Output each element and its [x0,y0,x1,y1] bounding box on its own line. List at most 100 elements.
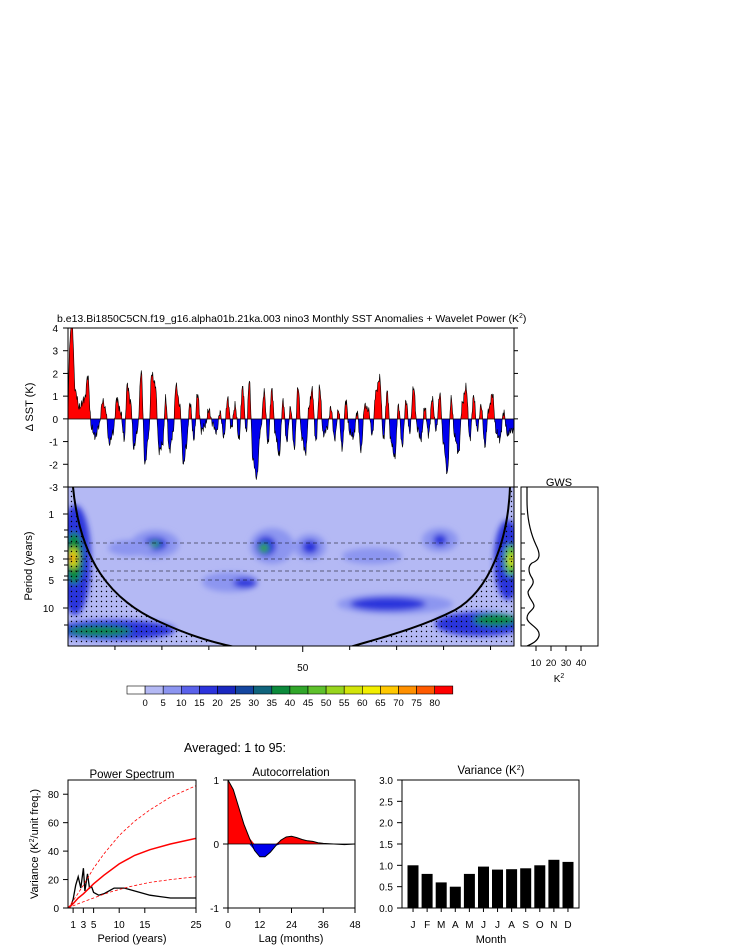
variance-y-tick-label: 1.0 [379,861,393,872]
variance-y-tick-label: 3.0 [379,776,393,787]
colorbar-swatch [325,685,345,695]
sst-y-label: Δ SST (K) [24,383,36,432]
ac-y-tick-label: 1 [213,776,219,787]
wavelet-y-tick-label: 5 [48,576,54,587]
main-title: b.e13.Bi1850C5CN.f19_g16.alpha01b.21ka.0… [57,313,526,325]
colorbar-label: 0 [142,698,147,709]
variance-y-tick-label: 2.0 [379,819,393,830]
colorbar-swatch [126,685,146,695]
main-title-text: b.e13.Bi1850C5CN.f19_g16.alpha01b.21ka.0… [57,313,519,325]
colorbar-swatch [199,685,218,695]
colorbar-swatch [217,685,236,695]
gws-x-tick-label: 20 [546,658,557,669]
variance-x-label: Month [476,934,507,945]
gws-panel: GWS 10 20 30 40 K2 [520,477,599,685]
gws-title: GWS [546,477,572,489]
sst-positive-area [68,328,514,419]
gws-x-tick-label: 10 [531,658,542,669]
power-spectrum-frame [67,779,197,909]
sst-negative-area [68,418,514,480]
colorbar-swatch [398,685,417,695]
colorbar-label: 50 [321,698,332,709]
variance-bars [407,859,574,908]
ps-x-tick-label: 3 [81,920,87,931]
variance-bar [534,865,546,908]
variance-title-sup: 2 [517,765,521,772]
colorbar-label: 60 [357,698,368,709]
autocorrelation-line [228,780,355,858]
variance-y-tick-label: 0.5 [379,883,393,894]
colorbar-swatch [434,685,454,695]
gws-x-ticks: 10 20 30 40 [521,513,586,669]
colorbar-swatch [416,685,436,695]
colorbar-swatch [307,685,327,695]
variance-x-tick-label: J [481,920,486,931]
power-spectrum-title: Power Spectrum [89,769,174,781]
colorbar-swatch [162,685,182,695]
autocorrelation-panel: Autocorrelation 0 12 24 36 48 -1 0 1 Lag (month… [210,767,361,945]
ps-x-tick-label: 10 [114,920,126,931]
variance-bar [421,873,433,908]
main-title-sup: 2 [519,313,523,320]
autocorrelation-title: Autocorrelation [252,767,329,779]
wavelet-y-tick-label: 3 [48,555,54,566]
power-spectrum-spectrum [69,868,196,907]
variance-panel: Variance (K2) J F M A M J J A S O N D0.00.51.01.52.… [379,765,580,945]
autocorrelation-ticks: 0 12 24 36 48 -1 0 1 [210,776,361,931]
power-spectrum-panel: Power Spectrum 1 3 5 10 15 25 0 20 40 60 80 Varian… [29,769,202,945]
colorbar-label: 75 [411,698,422,709]
colorbar-label: 30 [248,698,259,709]
colorbar-swatch [144,685,164,695]
sst-y-tick-label: 0 [52,415,58,426]
variance-bar [520,868,532,908]
wavelet-panel: 1 3 5 10 50 Period (years) [23,486,515,674]
variance-y-tick-label: 1.5 [379,840,393,851]
ps-x-tick-label: 15 [139,920,151,931]
colorbar-label: 70 [393,698,404,709]
autocorrelation-positive-area [228,780,355,844]
autocorrelation-x-label: Lag (months) [259,933,324,945]
wavelet-contours [68,487,514,646]
sst-line [68,328,514,480]
wavelet-y-label: Period (years) [23,531,35,600]
sst-y-tick-label: -1 [49,438,58,449]
ac-x-tick-label: 0 [225,920,231,931]
wavelet-x-ticks: 50 [114,646,492,674]
colorbar-swatch [343,685,363,695]
colorbar-label: 35 [267,698,278,709]
colorbar-label: 5 [161,698,166,709]
ps-ylabel-sup: 2 [29,838,36,842]
wavelet-y-tick-label: 1 [48,510,54,521]
wavelet-x-tick-label: 50 [297,663,309,674]
wavelet-y-tick-label: 10 [43,604,55,615]
variance-bar [463,873,475,908]
autocorrelation-negative-area [228,844,355,857]
colorbar-label: 20 [212,698,223,709]
colorbar-swatch [289,685,309,695]
variance-x-tick-label: F [424,920,430,931]
variance-x-tick-label: O [536,920,544,931]
variance-ticks: J F M A M J J A S O N D0.00.51.01.52.02.53.0 [379,776,571,931]
sst-y-tick-label: 3 [52,347,58,358]
main-title-end: ) [523,313,527,325]
colorbar-label: 40 [285,698,296,709]
power-spectrum-confidence-lower [68,876,196,908]
power-spectrum-x-label: Period (years) [97,933,166,945]
gws-frame [520,486,599,647]
ps-x-tick-label: 5 [91,920,97,931]
ps-ylabel-text: Variance (K [29,842,41,899]
ps-y-tick-label: 60 [48,819,60,830]
variance-x-tick-label: M [437,920,445,931]
cone-of-influence-stipple [68,487,514,646]
variance-x-tick-label: S [522,920,529,931]
colorbar-swatch [271,685,291,695]
variance-x-tick-label: J [411,920,416,931]
colorbar: 0 5 10 15 20 25 30 35 40 45 50 55 60 65 70 75 80 [126,685,454,709]
colorbar-swatch [253,685,273,695]
colorbar-label: 25 [230,698,241,709]
variance-bar [506,869,518,908]
colorbar-swatch [361,685,381,695]
variance-bar [562,861,574,908]
ac-x-tick-label: 36 [318,920,330,931]
ps-x-tick-label: 1 [70,920,76,931]
